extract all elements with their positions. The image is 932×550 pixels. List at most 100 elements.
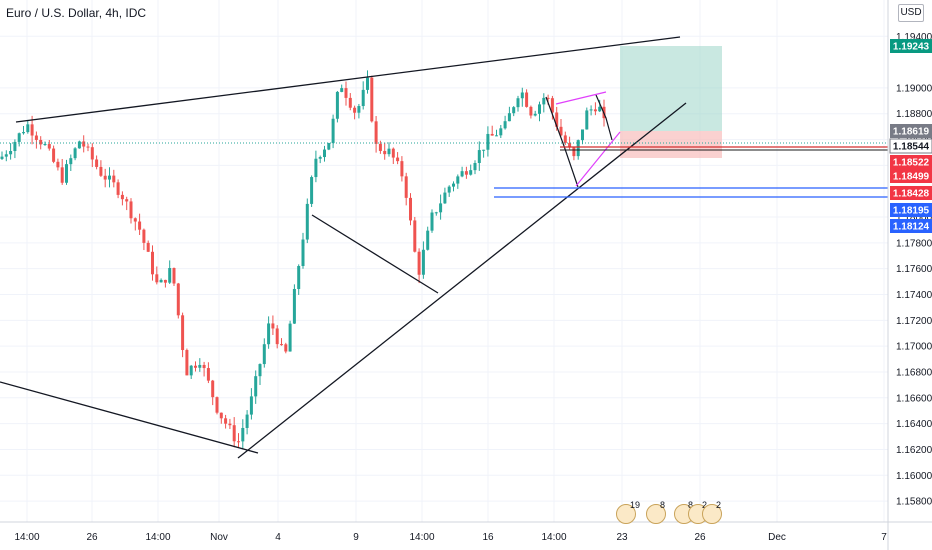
event-flag-icon[interactable]: 8 — [646, 500, 668, 524]
candle-body — [77, 141, 81, 149]
candle-body — [284, 344, 288, 352]
candle-body — [129, 201, 133, 219]
price-badge-label: 1.18619 — [893, 127, 930, 138]
trendline — [0, 381, 259, 454]
y-tick-label: 1.16000 — [896, 471, 932, 482]
candle-body — [211, 380, 215, 398]
candle-body — [4, 154, 8, 157]
candle-body — [219, 412, 223, 419]
candle-body — [430, 212, 434, 231]
candle-body — [133, 218, 137, 222]
candle-body — [194, 365, 197, 368]
price-badge-label: 1.19243 — [893, 42, 930, 53]
candle-body — [275, 328, 279, 345]
candle-body — [90, 147, 94, 160]
event-flag-icon[interactable]: 2 — [702, 500, 724, 524]
candle-body — [516, 98, 520, 108]
y-tick-label: 1.16400 — [896, 419, 932, 430]
candle-body — [163, 279, 167, 283]
candle-body — [82, 141, 86, 147]
candle-body — [340, 88, 344, 92]
candle-body — [546, 97, 550, 99]
candle-body — [460, 171, 464, 177]
candle-body — [237, 441, 240, 443]
price-badge-label: 1.18428 — [893, 189, 930, 200]
candle-body — [17, 133, 21, 142]
candle-body — [155, 274, 159, 283]
candle-body — [353, 107, 357, 113]
candle-body — [533, 113, 537, 116]
candle-body — [39, 139, 43, 145]
price-badge-label: 1.18499 — [893, 172, 930, 183]
candle-body — [512, 107, 516, 114]
candle-body — [142, 229, 146, 243]
candle-body — [262, 344, 266, 365]
candle-body — [314, 158, 318, 178]
candle-body — [34, 135, 38, 140]
candle-body — [585, 110, 589, 130]
economic-events: 19 8 8 2 2 — [616, 500, 726, 526]
candle-body — [366, 77, 369, 90]
candle-body — [396, 157, 400, 162]
candle-body — [464, 171, 468, 175]
x-tick-label: 23 — [616, 532, 628, 543]
candle-body — [426, 230, 430, 250]
candle-body — [103, 175, 107, 180]
candle-body — [159, 279, 163, 283]
candle-body — [151, 251, 154, 275]
candle-body — [581, 129, 584, 141]
candle-body — [417, 251, 421, 275]
y-tick-label: 1.17400 — [896, 290, 932, 301]
price-badge-label: 1.18544 — [893, 142, 930, 153]
candle-body — [452, 183, 455, 187]
y-tick-label: 1.16600 — [896, 393, 932, 404]
candle-body — [245, 414, 249, 428]
candle-body — [181, 315, 185, 351]
y-tick-label: 1.17000 — [896, 342, 932, 353]
candle-body — [344, 88, 348, 98]
candle-body — [387, 148, 391, 155]
candle-body — [22, 132, 25, 134]
candle-body — [503, 121, 507, 129]
candle-body — [297, 266, 301, 289]
candle-body — [490, 133, 494, 136]
stop-zone — [620, 131, 722, 158]
candle-body — [0, 156, 4, 159]
candle-body — [258, 364, 262, 377]
candle-body — [520, 92, 524, 99]
candle-body — [26, 124, 30, 133]
candle-body — [361, 89, 365, 107]
candle-body — [593, 109, 597, 112]
candle-body — [542, 97, 546, 105]
x-tick-label: Dec — [768, 532, 786, 543]
currency-button[interactable]: USD — [898, 4, 924, 22]
candle-body — [374, 121, 378, 144]
candle-body — [499, 128, 503, 136]
candle-body — [202, 364, 206, 369]
candle-body — [525, 92, 529, 107]
wedge-line — [575, 131, 621, 187]
x-tick-label: 4 — [275, 532, 281, 543]
y-tick-label: 1.17200 — [896, 316, 932, 327]
candle-body — [271, 323, 275, 329]
target-zone — [620, 46, 722, 131]
price-badge — [890, 203, 932, 217]
candle-body — [30, 124, 34, 136]
candle-body — [335, 91, 339, 119]
candle-body — [206, 368, 210, 381]
trendline — [311, 214, 439, 294]
candle-body — [172, 268, 176, 284]
candle-body — [120, 194, 124, 200]
x-tick-label: 26 — [694, 532, 706, 543]
candle-body — [323, 149, 326, 158]
event-flag-icon[interactable]: 19 — [616, 500, 640, 524]
y-tick-label: 1.16200 — [896, 445, 932, 456]
trendline — [237, 102, 687, 459]
candle-body — [378, 143, 382, 151]
candle-body — [228, 423, 232, 426]
y-tick-label: 1.17600 — [896, 264, 932, 275]
candle-body — [589, 109, 593, 111]
candle-body — [215, 397, 219, 413]
candle-body — [112, 175, 116, 183]
